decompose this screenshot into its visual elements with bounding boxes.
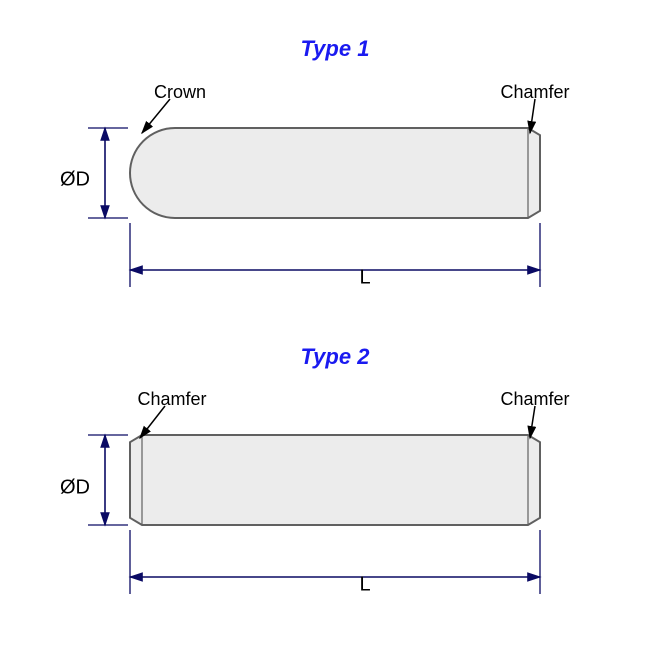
type1-length-label: L — [359, 266, 370, 288]
type2-left-feature-label: Chamfer — [137, 389, 206, 409]
type1-right-feature-label: Chamfer — [500, 82, 569, 102]
type2-right-feature-label: Chamfer — [500, 389, 569, 409]
type2-title: Type 2 — [301, 344, 371, 369]
type2-diameter-label: ØD — [60, 476, 90, 498]
type1-left-feature-label: Crown — [154, 82, 206, 102]
type2-length-label: L — [359, 573, 370, 595]
type1-diameter-label: ØD — [60, 168, 90, 190]
type1-title: Type 1 — [301, 36, 370, 61]
